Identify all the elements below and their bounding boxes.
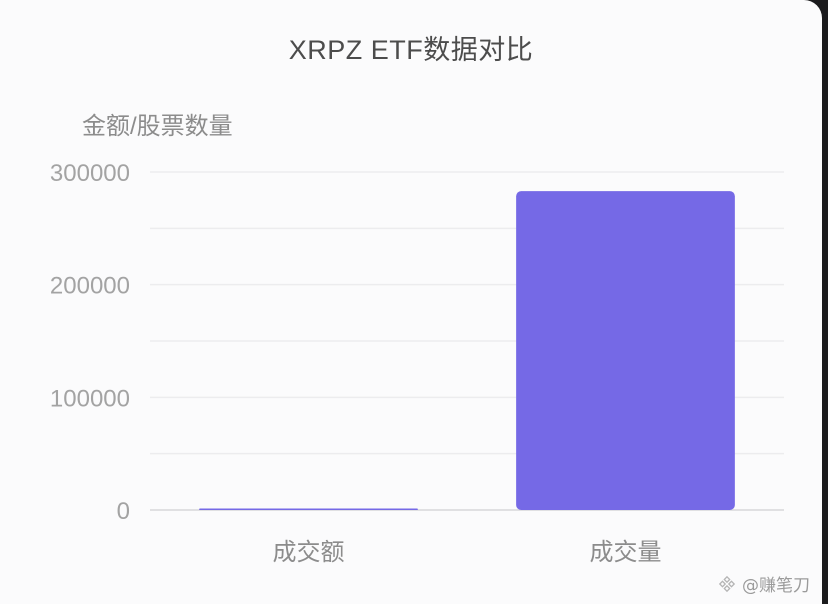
watermark: @赚笔刀 <box>718 571 810 596</box>
binance-square-logo-icon <box>718 575 736 592</box>
y-tick-label: 200000 <box>50 273 130 300</box>
y-tick-label: 100000 <box>50 385 130 412</box>
watermark-text: @赚笔刀 <box>742 576 810 596</box>
y-tick-label: 0 <box>117 498 130 525</box>
y-tick-label: 300000 <box>50 160 130 187</box>
bar-1 <box>199 508 418 510</box>
x-category-label: 成交额 <box>273 539 345 566</box>
chart-title: XRPZ ETF数据对比 <box>288 35 534 65</box>
x-category-label: 成交量 <box>590 539 662 566</box>
y-axis-label: 金额/股票数量 <box>82 113 233 140</box>
bar-2 <box>516 191 735 511</box>
